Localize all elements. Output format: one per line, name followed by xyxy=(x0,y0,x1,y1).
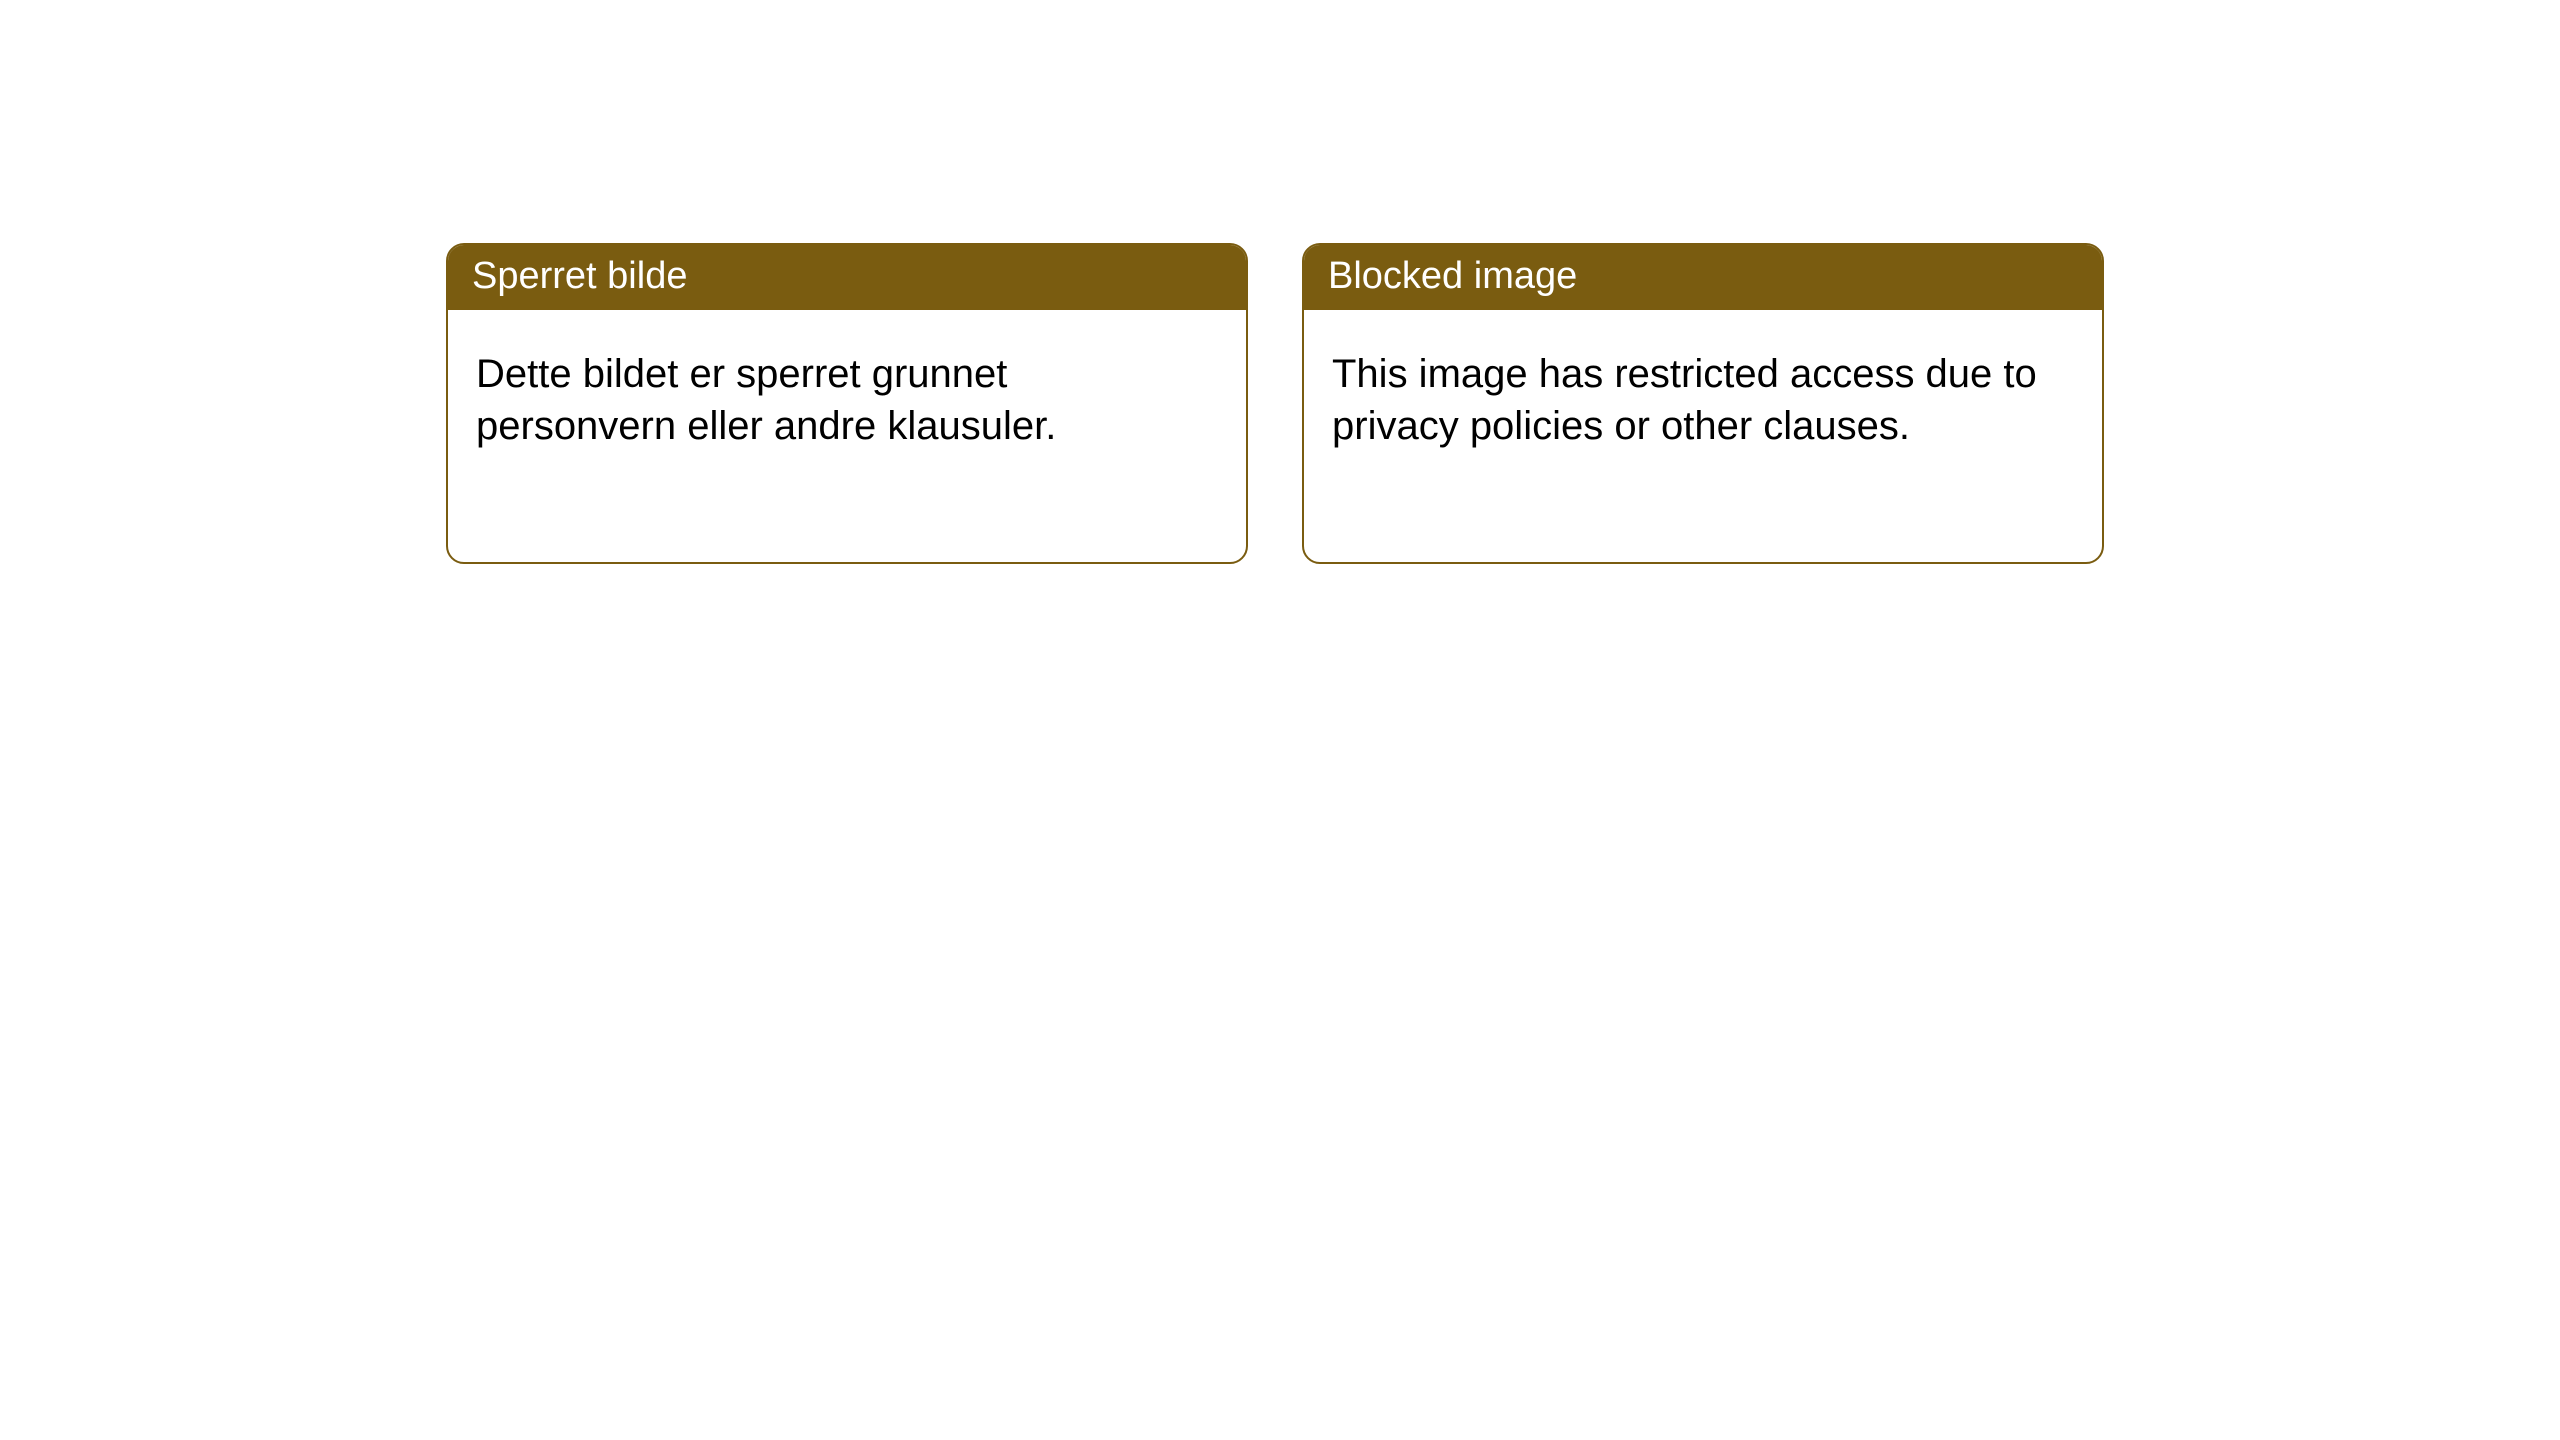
card-body: Dette bildet er sperret grunnet personve… xyxy=(448,310,1246,562)
card-header: Sperret bilde xyxy=(448,245,1246,310)
cards-container: Sperret bilde Dette bildet er sperret gr… xyxy=(0,0,2560,564)
blocked-image-card-norwegian: Sperret bilde Dette bildet er sperret gr… xyxy=(446,243,1248,564)
blocked-image-card-english: Blocked image This image has restricted … xyxy=(1302,243,2104,564)
card-body-text: This image has restricted access due to … xyxy=(1332,352,2037,448)
card-body-text: Dette bildet er sperret grunnet personve… xyxy=(476,352,1056,448)
card-header: Blocked image xyxy=(1304,245,2102,310)
card-title: Sperret bilde xyxy=(472,255,687,297)
card-body: This image has restricted access due to … xyxy=(1304,310,2102,562)
card-title: Blocked image xyxy=(1328,255,1577,297)
